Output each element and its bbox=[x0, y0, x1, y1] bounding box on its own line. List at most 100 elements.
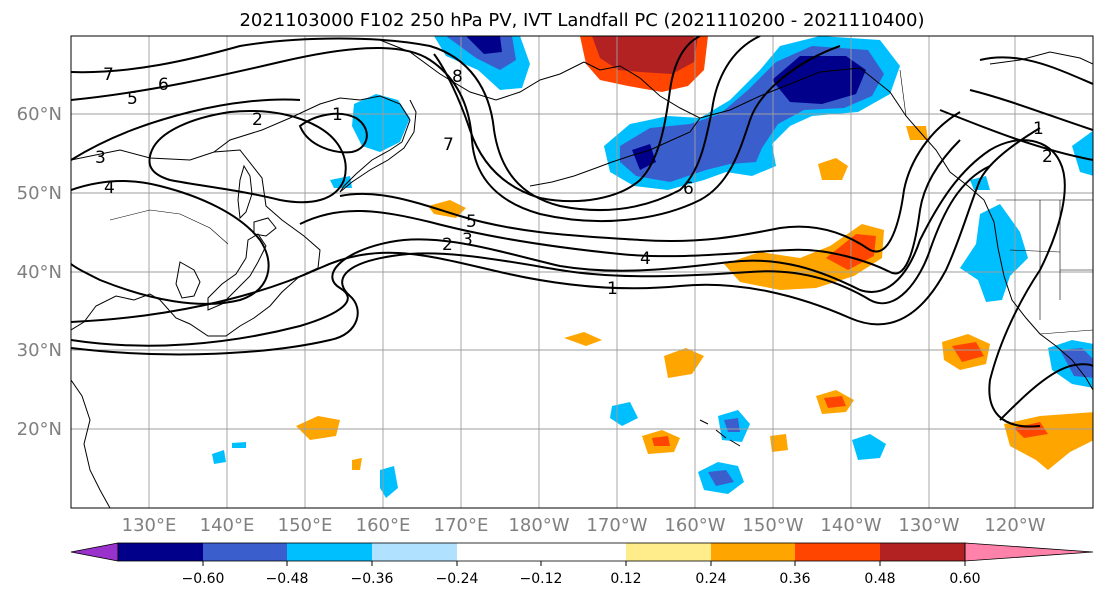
lon-label-170e: 170°E bbox=[434, 515, 489, 536]
coast-kamchatka bbox=[339, 99, 417, 193]
ivt-blob-m bbox=[852, 434, 886, 460]
coast-westus bbox=[967, 185, 1093, 391]
ivt-blob-k-core bbox=[724, 418, 740, 432]
pv-contour-4 bbox=[299, 139, 961, 275]
border-us-states bbox=[1009, 200, 1093, 320]
colorbar-tick-labels: −0.60 −0.48 −0.36 −0.24 −0.12 0.12 0.24 … bbox=[182, 571, 981, 587]
cb-label-p036: 0.36 bbox=[779, 571, 810, 587]
ivt-blob-mexico-mid bbox=[1060, 348, 1093, 378]
contour-label-2-south: 2 bbox=[442, 235, 453, 255]
ivt-blob-east-30n-core bbox=[952, 342, 984, 362]
coast-sakhalin bbox=[237, 164, 253, 220]
ivt-blob-northpacific bbox=[724, 224, 884, 290]
coast-hawaii bbox=[699, 419, 741, 447]
lon-label-130w: 130°W bbox=[898, 515, 959, 536]
longitude-labels: 130°E 140°E 150°E 160°E 170°E 180°W 170°… bbox=[122, 515, 1046, 536]
contour-label-4-east: 4 bbox=[640, 249, 651, 269]
lat-label-40n: 40°N bbox=[17, 262, 62, 283]
contour-label-6: 6 bbox=[158, 75, 169, 95]
pv-contour-east-ridge bbox=[979, 56, 1093, 85]
contour-label-7-south: 7 bbox=[443, 135, 454, 155]
map-panel: 7 6 5 2 1 3 4 8 7 5 3 2 4 1 6 1 2 bbox=[70, 35, 1094, 509]
pv-contour-labels: 7 6 5 2 1 3 4 8 7 5 3 2 4 1 6 1 2 bbox=[95, 65, 1053, 299]
lat-label-30n: 30°N bbox=[17, 340, 62, 361]
coast-siberia-north bbox=[379, 39, 585, 101]
border-us-mexico bbox=[1039, 329, 1093, 335]
cb-label-n060: −0.60 bbox=[182, 571, 225, 587]
cb-label-n048: −0.48 bbox=[266, 571, 309, 587]
coast-philippines bbox=[71, 379, 111, 508]
ivt-blob-h bbox=[352, 458, 362, 470]
ivt-blob-q bbox=[330, 176, 352, 188]
map-title: 2021103000 F102 250 hPa PV, IVT Landfall… bbox=[239, 10, 924, 31]
ivt-blob-bering-dark bbox=[592, 36, 698, 74]
colorbar-segment-p048 bbox=[880, 543, 965, 561]
lat-label-60n: 60°N bbox=[17, 104, 62, 125]
lon-label-160e: 160°E bbox=[356, 515, 411, 536]
contour-label-5: 5 bbox=[127, 89, 138, 109]
ivt-blob-r bbox=[970, 176, 990, 190]
coastlines bbox=[71, 39, 1093, 508]
latitude-labels: 20°N 30°N 40°N 50°N 60°N bbox=[17, 104, 62, 440]
contour-label-4: 4 bbox=[104, 178, 115, 198]
pv-contour-2-north bbox=[148, 109, 347, 204]
coast-hudson bbox=[989, 51, 1093, 65]
colorbar-segment-p012b bbox=[626, 543, 711, 561]
colorbar-segment-p012 bbox=[541, 543, 626, 561]
lon-label-140w: 140°W bbox=[820, 515, 881, 536]
ivt-blob-p bbox=[232, 442, 246, 448]
pv-contour-6 bbox=[71, 45, 841, 222]
border-russia-china bbox=[109, 209, 229, 245]
lat-label-20n: 20°N bbox=[17, 419, 62, 440]
contour-label-6-east: 6 bbox=[683, 179, 694, 199]
ivt-blob-siberia-core bbox=[466, 36, 502, 54]
ivt-blob-kamchatka bbox=[428, 200, 466, 218]
coast-okhotsk bbox=[213, 95, 411, 153]
contour-label-1-east: 1 bbox=[607, 279, 618, 299]
ivt-blob-b bbox=[296, 416, 340, 440]
contour-label-2: 2 bbox=[252, 110, 263, 130]
pv-contour-3-west bbox=[71, 98, 301, 161]
cb-label-n036: −0.36 bbox=[351, 571, 394, 587]
pv-contour-5 bbox=[339, 111, 961, 253]
colorbar-segment-n060 bbox=[118, 543, 203, 561]
ivt-blob-i bbox=[906, 126, 928, 140]
ivt-positive-shading bbox=[296, 36, 1093, 470]
contour-label-3: 3 bbox=[95, 148, 106, 168]
lon-label-120w: 120°W bbox=[984, 515, 1045, 536]
ivt-negative-shading bbox=[212, 36, 1093, 498]
cb-label-p012: 0.12 bbox=[610, 571, 641, 587]
pv-contour-3 bbox=[71, 165, 991, 356]
lat-label-50n: 50°N bbox=[17, 183, 62, 204]
colorbar-ticks bbox=[202, 561, 966, 566]
ivt-blob-canada-east bbox=[1072, 130, 1093, 176]
pv-contour-7 bbox=[71, 36, 761, 211]
cb-label-n012: −0.12 bbox=[520, 571, 563, 587]
cb-label-p048: 0.48 bbox=[864, 571, 895, 587]
lon-label-150e: 150°E bbox=[278, 515, 333, 536]
colorbar-segment-p036 bbox=[795, 543, 880, 561]
lon-label-140e: 140°E bbox=[200, 515, 255, 536]
ivt-blob-l-core bbox=[708, 470, 734, 486]
coast-korea bbox=[175, 261, 201, 299]
pv-contours bbox=[71, 36, 1093, 428]
contour-label-8: 8 bbox=[452, 67, 463, 87]
colorbar-under-triangle bbox=[70, 542, 119, 562]
colorbar-segment-p024 bbox=[711, 543, 795, 561]
pv-contour-east-low bbox=[999, 363, 1093, 421]
cb-label-p024: 0.24 bbox=[695, 571, 726, 587]
colorbar-over-triangle bbox=[964, 542, 1094, 562]
colorbar: −0.60 −0.48 −0.36 −0.24 −0.12 0.12 0.24 … bbox=[70, 542, 1094, 587]
contour-label-7: 7 bbox=[103, 65, 114, 85]
ivt-blob-f-core bbox=[652, 436, 670, 446]
ivt-blob-c bbox=[564, 332, 602, 346]
ivt-blob-pnw bbox=[960, 204, 1028, 302]
ivt-blob-g bbox=[770, 434, 788, 452]
contour-label-5-south: 5 bbox=[466, 212, 477, 232]
contour-label-3-south: 3 bbox=[462, 230, 473, 250]
pv-contour-1-south bbox=[71, 127, 1041, 326]
cb-label-p060: 0.60 bbox=[949, 571, 980, 587]
colorbar-segment-n012 bbox=[457, 543, 541, 561]
lon-label-160w: 160°W bbox=[664, 515, 725, 536]
